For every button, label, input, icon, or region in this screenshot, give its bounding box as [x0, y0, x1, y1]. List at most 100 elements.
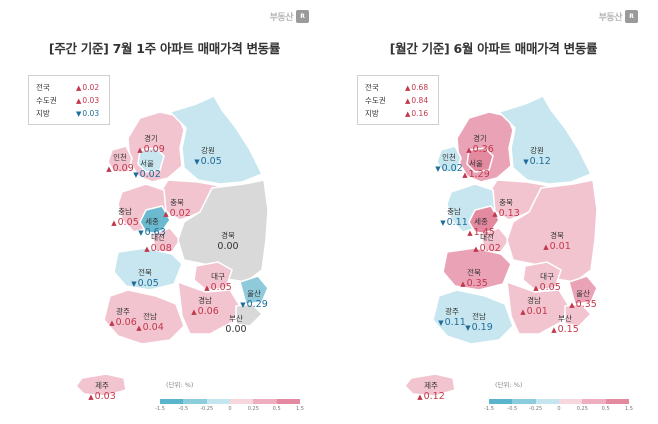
- logo-mark-icon: R: [625, 10, 638, 23]
- scale-swatch: [535, 399, 559, 404]
- scale-unit: (단위: %): [495, 381, 523, 389]
- region-value: ▼0.11: [438, 317, 466, 329]
- region-number: 0.01: [549, 241, 571, 252]
- region-ulsan: [239, 275, 269, 305]
- region-label-sejong: 세종 ▼0.63: [138, 216, 166, 239]
- region-name: 전남: [472, 312, 486, 321]
- legend-label: 전국: [36, 83, 50, 92]
- region-label-daejeon: 대전 ▲0.08: [144, 232, 172, 255]
- region-number: 0.05: [210, 282, 232, 293]
- region-number: 0.19: [471, 322, 493, 333]
- triangle-up-icon: ▲: [405, 110, 411, 118]
- triangle-up-icon: ▲: [417, 393, 423, 401]
- region-label-jeonnam: 전남 ▼0.19: [465, 311, 493, 334]
- triangle-up-icon: ▲: [109, 319, 115, 327]
- region-number: 0.02: [139, 169, 161, 180]
- region-label-jeju: 제주 ▲0.03: [88, 380, 116, 403]
- region-gangwon: [497, 95, 593, 185]
- region-value: ▼0.05: [131, 278, 159, 290]
- legend-value: ▼0.03: [76, 108, 99, 120]
- region-value: ▲1.45: [467, 227, 495, 239]
- legend-number: 0.03: [82, 109, 100, 118]
- legend-label: 지방: [36, 109, 50, 118]
- region-label-chungbuk: 충북 ▲0.13: [492, 197, 520, 220]
- logo-text: 부동산: [598, 13, 623, 23]
- region-value: ▲0.12: [417, 391, 445, 403]
- region-ulsan: [568, 275, 598, 305]
- scale-tick: -0.5: [507, 406, 518, 412]
- region-number: 0.05: [200, 156, 222, 167]
- map-title: [월간 기준] 6월 아파트 매매가격 변동률: [389, 41, 598, 56]
- legend-number: 0.02: [82, 83, 100, 92]
- region-number: 0.01: [526, 306, 548, 317]
- region-number: 0.11: [444, 317, 466, 328]
- legend-number: 0.84: [411, 96, 429, 105]
- region-name: 제주: [95, 381, 109, 390]
- triangle-up-icon: ▲: [462, 171, 468, 179]
- scale-tick: 0: [228, 406, 232, 412]
- region-name: 광주: [445, 307, 459, 316]
- legend-row: 지방 ▼0.03: [36, 108, 106, 119]
- region-busan: [235, 303, 264, 327]
- triangle-down-icon: ▼: [240, 301, 246, 309]
- triangle-up-icon: ▲: [144, 245, 150, 253]
- region-jeonbuk: [442, 247, 512, 291]
- legend-label: 수도권: [36, 96, 57, 105]
- legend-value: ▲0.03: [76, 95, 99, 107]
- region-value: ▲0.03: [88, 391, 116, 403]
- scale-swatch: [160, 399, 184, 404]
- legend-row: 지방 ▲0.16: [365, 108, 435, 119]
- triangle-up-icon: ▲: [551, 326, 557, 334]
- region-value: ▲0.04: [136, 322, 164, 334]
- scale-swatch: [582, 399, 606, 404]
- region-gyeongbuk: [177, 179, 269, 283]
- region-value: ▲0.05: [111, 217, 139, 229]
- region-label-gyeongbuk: 경북 ▲0.01: [543, 230, 571, 253]
- region-label-jeonbuk: 전북 ▼0.05: [131, 267, 159, 290]
- region-label-chungnam: 충남 ▼0.11: [440, 206, 468, 229]
- region-number: 0.12: [423, 391, 445, 402]
- legend-value: ▲0.68: [405, 82, 428, 94]
- region-label-daejeon: 대전 ▲0.02: [473, 232, 501, 255]
- region-label-jeonnam: 전남 ▲0.04: [136, 311, 164, 334]
- region-number: 0.08: [150, 243, 172, 254]
- region-number: 0.02: [441, 163, 463, 174]
- korea-map: [75, 95, 269, 397]
- region-number: 0.36: [472, 144, 494, 155]
- scale-swatch: [183, 399, 207, 404]
- region-label-gyeonggi: 경기 ▲0.36: [466, 133, 494, 156]
- scale-swatch: [253, 399, 277, 404]
- region-label-gyeongbuk: 경북 0.00: [217, 230, 238, 252]
- region-label-seoul: 서울 ▲1.29: [462, 158, 490, 181]
- region-value: ▼0.29: [240, 299, 268, 311]
- region-incheon: [107, 145, 133, 173]
- region-value: ▲0.09: [106, 163, 134, 175]
- region-number: 0.06: [197, 306, 219, 317]
- region-daejeon: [151, 227, 181, 253]
- scale-unit: (단위: %): [166, 381, 194, 389]
- scale-bar: [489, 399, 629, 404]
- region-number: 0.05: [137, 278, 159, 289]
- region-number: 0.35: [575, 299, 597, 310]
- triangle-down-icon: ▼: [138, 229, 144, 237]
- region-name: 서울: [140, 159, 154, 168]
- region-name: 인천: [113, 153, 127, 162]
- region-number: 1.45: [473, 227, 495, 238]
- region-name: 대전: [480, 233, 494, 242]
- region-number: 0.06: [115, 317, 137, 328]
- triangle-up-icon: ▲: [473, 245, 479, 253]
- region-gyeongbuk: [506, 179, 598, 283]
- region-value: ▲0.02: [473, 243, 501, 255]
- scale-tick: -0.25: [200, 406, 214, 412]
- region-label-daegu: 대구 ▲0.05: [204, 271, 232, 294]
- region-name: 강원: [201, 146, 215, 155]
- region-label-gangwon: 강원 ▼0.12: [523, 145, 551, 168]
- scale-tick: -0.5: [178, 406, 189, 412]
- color-scale: -1.5 -0.5 -0.25 0 0.25 0.5 1.5: [155, 393, 304, 413]
- scale-swatch: [512, 399, 536, 404]
- region-number: 0.02: [479, 243, 501, 254]
- scale-tick: 0.25: [247, 406, 259, 412]
- region-jeonnam: [432, 289, 514, 345]
- region-number: 0.35: [466, 278, 488, 289]
- region-label-chungbuk: 충북 ▲0.02: [163, 197, 191, 220]
